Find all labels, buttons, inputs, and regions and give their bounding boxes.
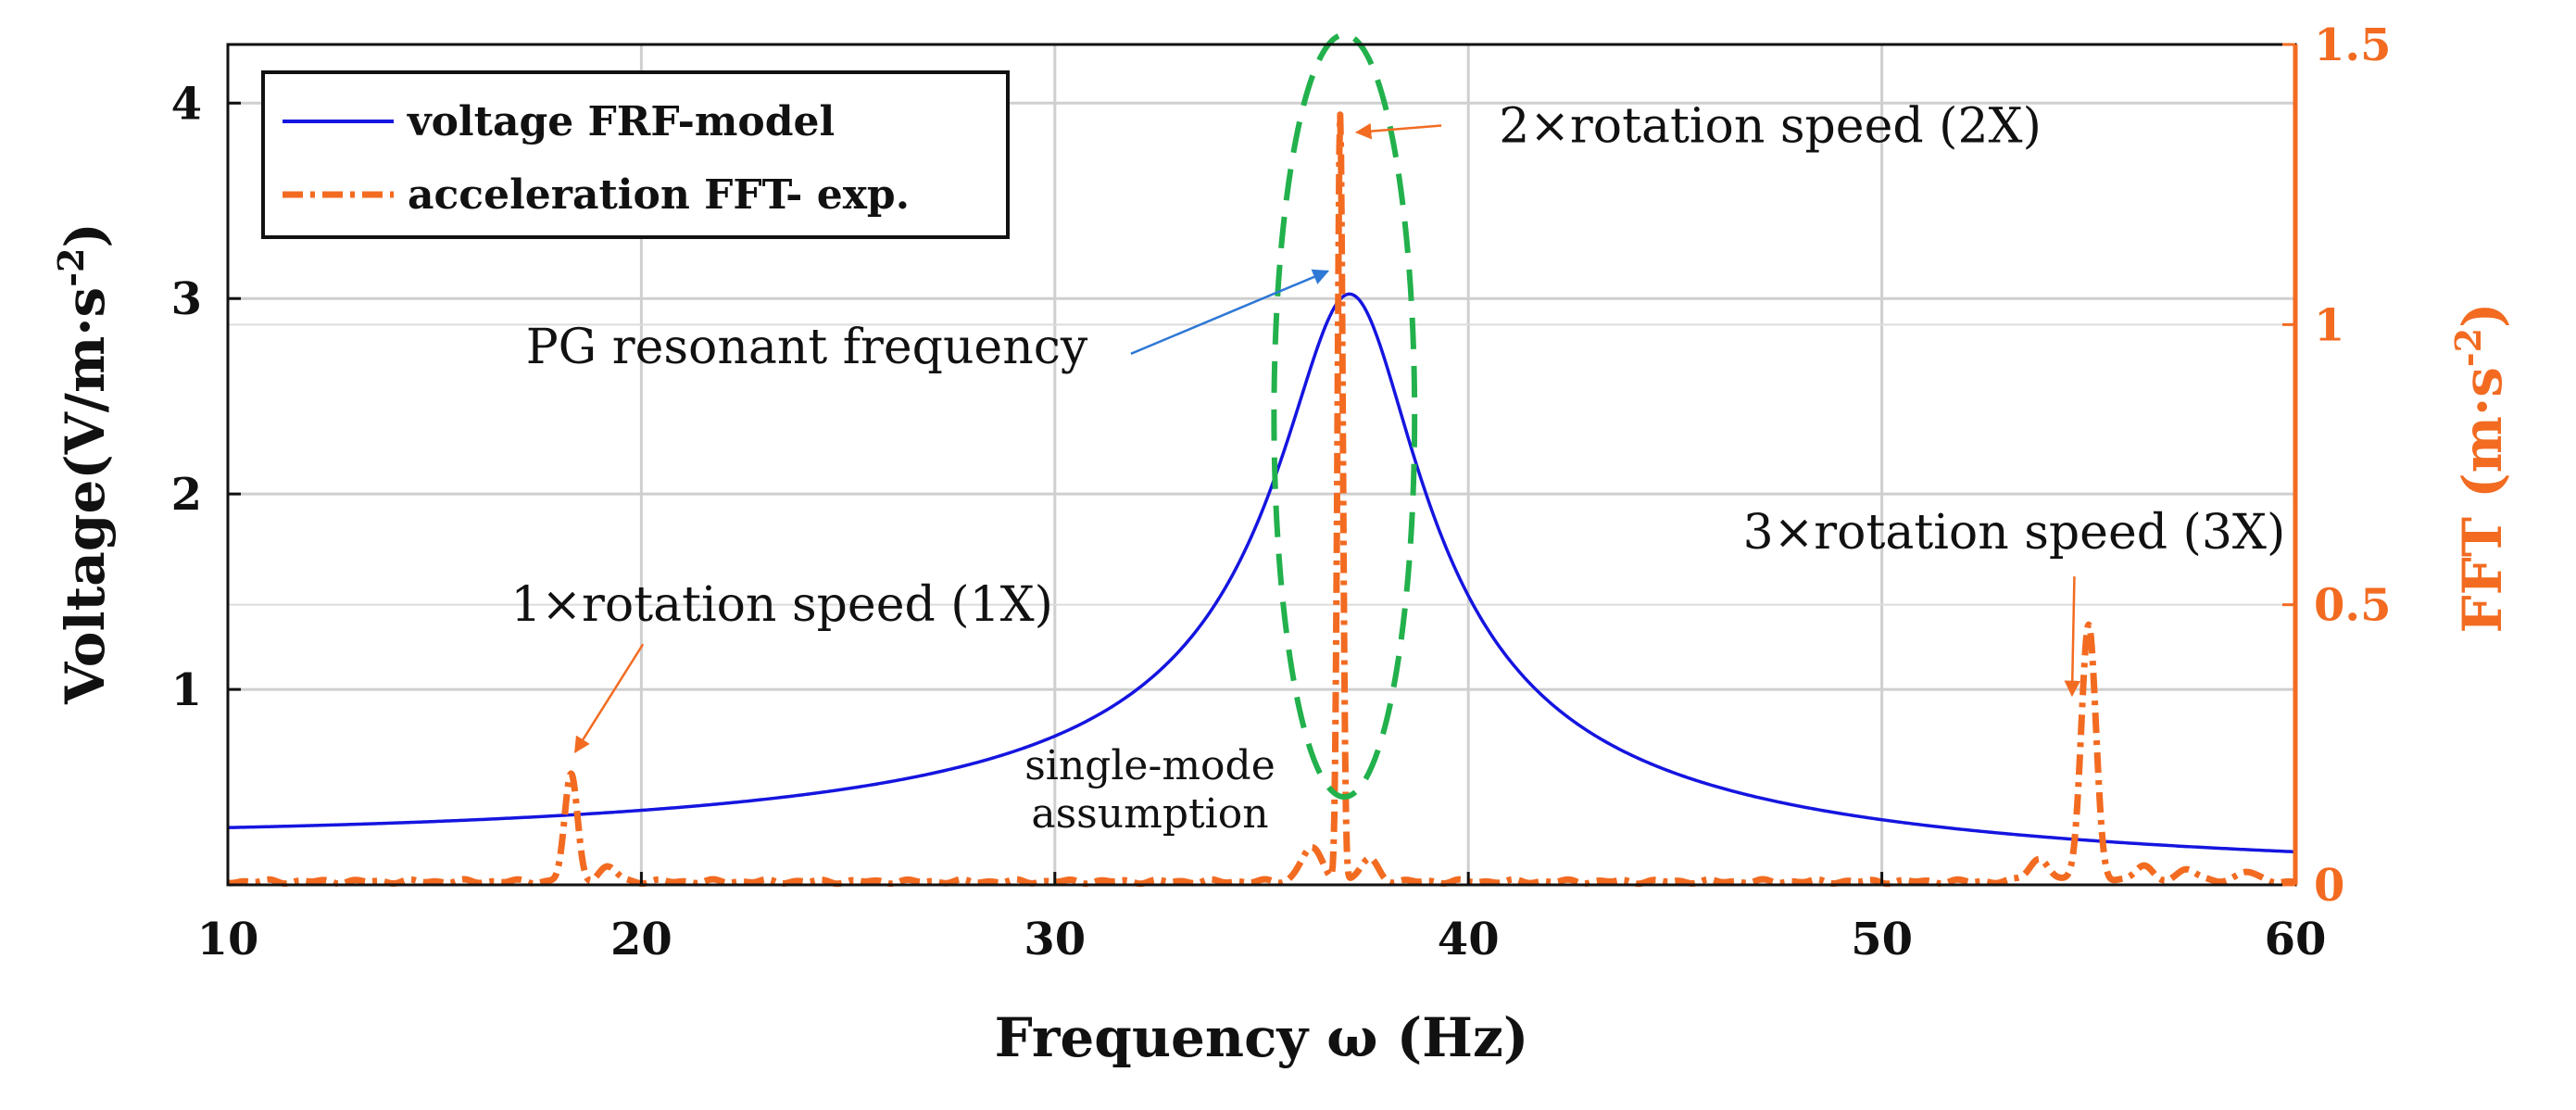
y-left-axis-title: Voltage(V/m·s-2) (50, 222, 118, 705)
annotation-text-2: 3×rotation speed (3X) (1743, 505, 2286, 561)
x-axis-title: Frequency ω (Hz) (995, 1006, 1529, 1069)
series-layer (225, 111, 2298, 888)
x-tick-label-60: 60 (2265, 914, 2327, 965)
legend-box (261, 70, 1010, 239)
annotations: 1×rotation speed (1X) 2×rotation speed (2… (510, 98, 2285, 838)
x-axis-ticks: 10 20 30 40 50 60 (197, 872, 2327, 965)
ellipse-layer (1271, 32, 1418, 801)
y-left-title-close: ) (54, 222, 117, 247)
y-right-title-close: ) (2451, 302, 2514, 327)
annotation-text-1: 2×rotation speed (2X) (1499, 98, 2042, 154)
annotation-arrow-3 (1130, 269, 1330, 355)
legend-label-acceleration: acceleration FFT- exp. (408, 171, 910, 219)
legend: voltage FRF-model acceleration FFT- exp. (261, 70, 1010, 239)
y-right-tick-label-1.5: 1.5 (2314, 19, 2392, 71)
annotation-text-3: PG resonant frequency (526, 320, 1088, 375)
x-tick-label-50: 50 (1851, 914, 1913, 965)
y-right-tick-label-0.5: 0.5 (2314, 580, 2392, 632)
annotation-text-0: 1×rotation speed (1X) (510, 577, 1053, 633)
y-right-tick-label-0: 0 (2314, 860, 2344, 912)
y-left-title-sup: -2 (50, 248, 92, 287)
y-right-title-main: FFT (m·s (2451, 367, 2514, 633)
annotation-text-4-line-0: single-mode (1024, 742, 1275, 789)
y-left-tick-label-1: 1 (171, 664, 202, 716)
y-right-tick-label-1: 1 (2314, 299, 2344, 351)
annotation-arrow-0 (573, 643, 645, 754)
y-left-tick-label-3: 3 (171, 273, 202, 325)
y-left-tick-label-4: 4 (171, 78, 202, 130)
x-tick-label-30: 30 (1024, 914, 1086, 965)
x-tick-label-20: 20 (610, 914, 672, 965)
y-right-axis-title: FFT (m·s-2) (2447, 302, 2515, 633)
y-left-title-main: Voltage(V/m·s (54, 287, 117, 705)
x-tick-label-10: 10 (197, 914, 259, 965)
x-tick-label-40: 40 (1438, 914, 1500, 965)
y-left-tick-label-2: 2 (171, 469, 202, 521)
annotation-arrow-1 (1354, 122, 1442, 140)
annotation-text-4-line-1: assumption (1031, 790, 1268, 838)
series-line-voltage-frf (227, 292, 2296, 854)
legend-label-voltage: voltage FRF-model (407, 98, 835, 145)
single-mode-ellipse (1271, 32, 1418, 801)
y-left-axis-ticks: 1 2 3 4 (171, 78, 241, 716)
y-right-axis-ticks: 0 0.5 1 1.5 (2282, 19, 2392, 912)
annotation-arrow-2 (2064, 576, 2080, 698)
series-line-acceleration-fft (225, 111, 2298, 888)
y-right-title-sup: -2 (2447, 328, 2489, 367)
